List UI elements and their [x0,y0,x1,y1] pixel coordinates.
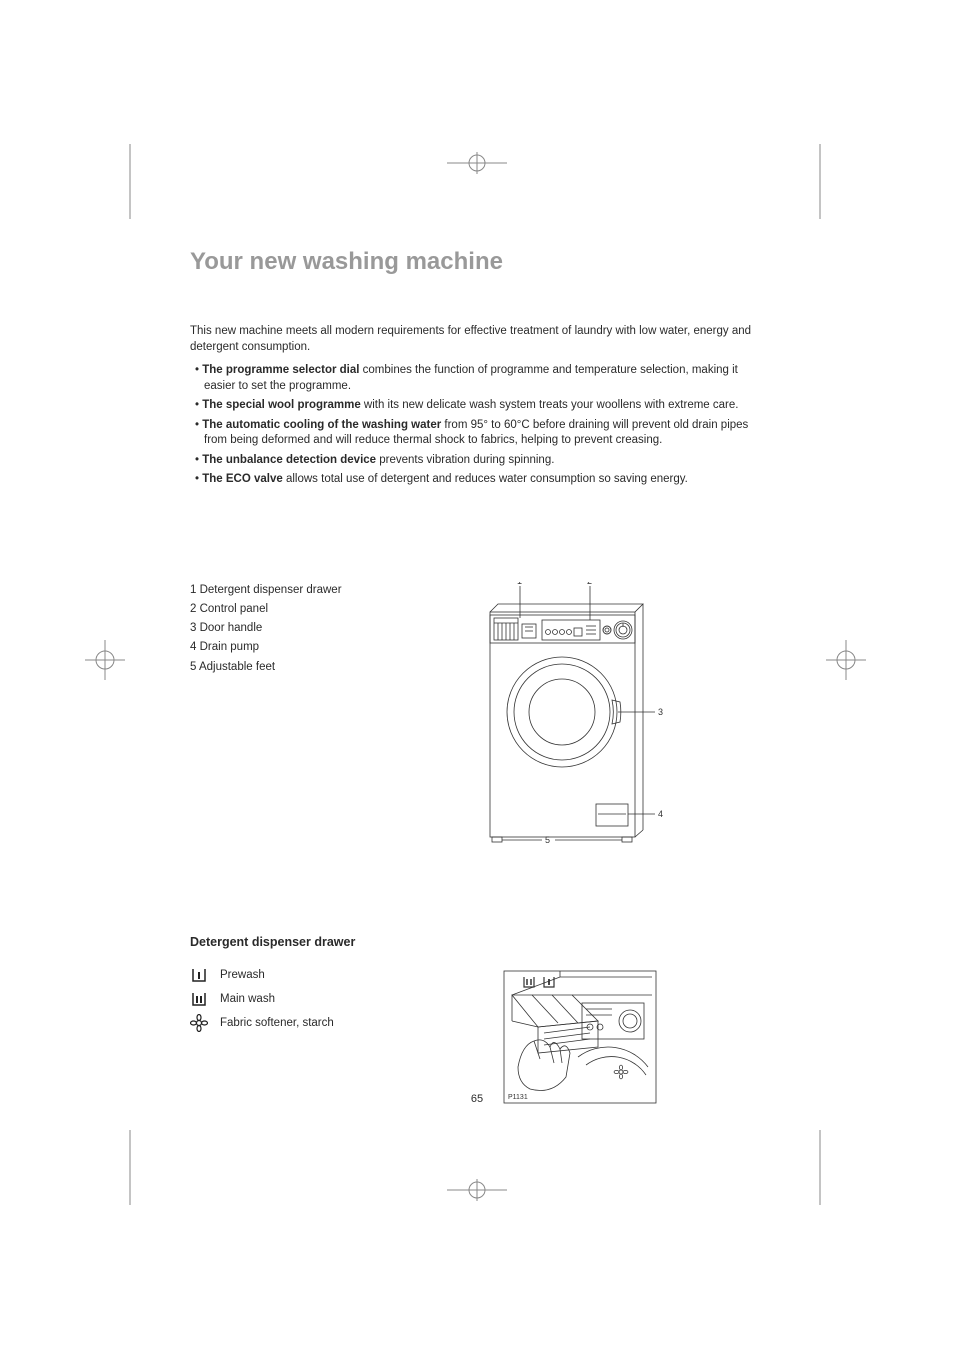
feature-item: The special wool programme with its new … [190,398,765,414]
page-content: Your new washing machine This new machin… [190,248,765,1112]
drawer-section: Prewash Main wash [190,967,765,1112]
feature-text: prevents vibration during spinning. [376,454,554,466]
feature-item: The automatic cooling of the washing wat… [190,418,765,449]
diagram-label-3: 3 [658,707,663,717]
feature-text: with its new delicate wash system treats… [361,399,739,411]
drawer-label: Prewash [220,969,265,981]
feature-item: The ECO valve allows total use of deterg… [190,472,765,488]
parts-section: 1 Detergent dispenser drawer 2 Control p… [190,582,765,857]
feature-item: The unbalance detection device prevents … [190,453,765,469]
diagram-label-1: 1 [517,582,522,586]
feature-bold: The special wool programme [202,399,360,411]
diagram-label-4: 4 [658,809,663,819]
diagram-label-5: 5 [545,835,550,845]
part-item: 5 Adjustable feet [190,659,450,676]
drawer-list: Prewash Main wash [190,967,450,1112]
drawer-heading: Detergent dispenser drawer [190,935,765,949]
drawer-item-softener: Fabric softener, starch [190,1015,450,1031]
part-item: 4 Drain pump [190,639,450,656]
softener-icon [190,1015,208,1031]
drawer-label: Fabric softener, starch [220,1017,334,1029]
feature-bold: The unbalance detection device [202,454,376,466]
diagram-label-2: 2 [587,582,592,586]
drawer-item-mainwash: Main wash [190,991,450,1007]
page-number: 65 [0,1093,954,1105]
part-item: 2 Control panel [190,601,450,618]
feature-bold: The automatic cooling of the washing wat… [202,419,441,431]
prewash-icon [190,967,208,983]
feature-text: allows total use of detergent and reduce… [283,473,688,485]
drawer-item-prewash: Prewash [190,967,450,983]
features-list: The programme selector dial combines the… [190,363,765,488]
feature-bold: The programme selector dial [202,364,359,376]
part-item: 3 Door handle [190,620,450,637]
drawer-diagram: P1131 [500,967,660,1112]
mainwash-icon [190,991,208,1007]
washing-machine-diagram: 1 2 3 4 5 [480,582,765,857]
part-item: 1 Detergent dispenser drawer [190,582,450,599]
page-title: Your new washing machine [190,248,765,276]
parts-list: 1 Detergent dispenser drawer 2 Control p… [190,582,450,857]
drawer-label: Main wash [220,993,275,1005]
intro-paragraph: This new machine meets all modern requir… [190,324,765,355]
feature-item: The programme selector dial combines the… [190,363,765,394]
feature-bold: The ECO valve [202,473,283,485]
